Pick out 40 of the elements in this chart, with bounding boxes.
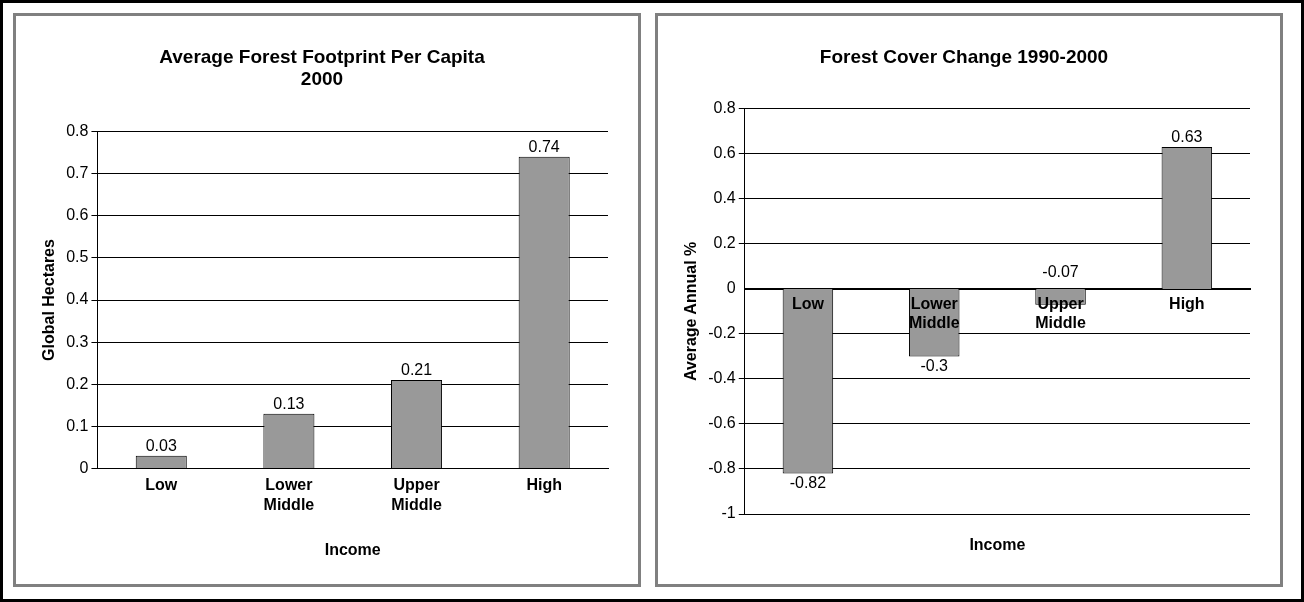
data-label: -0.07 (1042, 263, 1079, 281)
y-tick-label: 0 (79, 458, 89, 476)
x-axis-title: Income (324, 540, 381, 558)
y-tick-label: 0.3 (66, 332, 89, 350)
y-tick-label: -1 (721, 504, 736, 522)
y-tick-label: -0.2 (708, 324, 736, 342)
y-tick-label: -0.8 (708, 459, 736, 477)
y-tick-label: 0.8 (66, 122, 89, 140)
x-axis-title: Income (969, 536, 1026, 554)
x-tick-label: Upper Middle (391, 476, 442, 513)
y-tick-label: 0.6 (66, 206, 89, 224)
data-label: 0.13 (273, 395, 305, 413)
y-tick-label: 0.2 (66, 374, 89, 392)
chart-title: Forest Cover Change 1990-2000 (819, 45, 1109, 67)
y-tick-label: 0.6 (713, 144, 736, 162)
y-axis-title: Average Annual % (682, 241, 700, 382)
data-label: 0.21 (400, 361, 433, 379)
x-tick-label: Low (791, 295, 825, 313)
chart-title: Average Forest Footprint Per Capita 2000 (159, 45, 486, 90)
data-label: 0.03 (145, 437, 177, 455)
x-tick-label: High (1169, 295, 1205, 313)
y-axis-title: Global Hectares (40, 238, 58, 361)
y-tick-label: 0.2 (713, 234, 736, 252)
y-tick-label: 0.4 (713, 189, 736, 207)
x-tick-label: Low (145, 476, 178, 494)
y-tick-label: 0.4 (66, 290, 89, 308)
data-label: 0.63 (1171, 128, 1203, 146)
data-label: -0.3 (920, 356, 949, 374)
y-tick-label: 0 (726, 279, 736, 297)
data-label: 0.74 (528, 138, 560, 156)
x-tick-label: High (526, 476, 562, 494)
data-label: -0.82 (789, 473, 827, 491)
y-tick-label: 0.1 (66, 416, 89, 434)
y-tick-label: 0.8 (713, 99, 736, 117)
x-tick-label: Lower Middle (263, 476, 315, 513)
y-tick-label: -0.6 (708, 414, 736, 432)
y-tick-label: -0.4 (708, 369, 736, 387)
x-tick-label: Lower Middle (908, 295, 960, 332)
y-tick-label: 0.7 (66, 164, 89, 182)
y-tick-label: 0.5 (66, 248, 89, 266)
